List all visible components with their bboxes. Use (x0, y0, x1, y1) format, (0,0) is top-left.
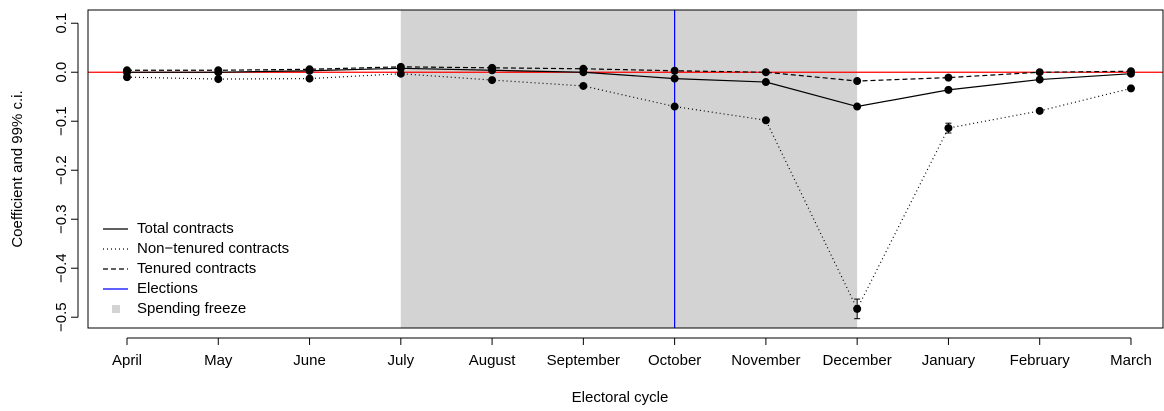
point (579, 81, 588, 90)
legend-label: Non−tenured contracts (137, 240, 289, 257)
x-tick-label: March (1110, 352, 1152, 369)
point (214, 75, 223, 84)
y-tick-label: −0.4 (53, 253, 70, 283)
point (853, 77, 862, 86)
x-tick-label: July (387, 352, 414, 369)
point (579, 64, 588, 73)
point (670, 102, 679, 111)
y-tick-label: −0.3 (53, 204, 70, 234)
x-tick-label: June (293, 352, 326, 369)
point (396, 69, 405, 78)
point (488, 63, 497, 72)
point (305, 65, 314, 74)
point (853, 304, 862, 313)
point (1126, 67, 1135, 76)
plot-box (87, 9, 1164, 329)
point (488, 76, 497, 85)
point (761, 78, 770, 87)
point (944, 124, 953, 133)
x-tick-label: April (112, 352, 142, 369)
y-tick-label: 0.0 (53, 62, 70, 83)
x-tick-label: September (547, 352, 620, 369)
legend-swatch (112, 305, 120, 313)
y-tick-label: −0.2 (53, 155, 70, 185)
point (670, 74, 679, 83)
x-tick-label: October (648, 352, 701, 369)
y-tick-label: 0.1 (53, 13, 70, 34)
point (761, 68, 770, 77)
series-line (127, 67, 1132, 108)
point (1035, 75, 1044, 84)
spending-freeze (400, 10, 858, 328)
y-tick-label: −0.1 (53, 106, 70, 136)
x-tick-label: February (1010, 352, 1071, 369)
x-tick-label: January (922, 352, 976, 369)
y-tick-label: −0.5 (53, 302, 70, 332)
x-axis-label: Electoral cycle (572, 389, 669, 406)
point (670, 66, 679, 75)
point (944, 73, 953, 82)
legend-label: Elections (137, 280, 198, 297)
point (1126, 84, 1135, 93)
point (123, 66, 131, 75)
legend-label: Tenured contracts (137, 260, 256, 277)
x-tick-label: December (823, 352, 892, 369)
y-axis-label: Coefficient and 99% c.i. (9, 90, 26, 247)
legend-label: Total contracts (137, 220, 234, 237)
point (944, 85, 953, 94)
point (396, 62, 405, 71)
point (123, 73, 131, 82)
x-tick-label: May (204, 352, 233, 369)
point (1035, 68, 1044, 77)
point (214, 66, 223, 75)
point (761, 116, 770, 125)
x-tick-label: November (731, 352, 800, 369)
x-tick-label: August (469, 352, 517, 369)
legend-label: Spending freeze (137, 300, 246, 317)
point (853, 102, 862, 111)
point (305, 74, 314, 83)
point (1035, 106, 1044, 115)
